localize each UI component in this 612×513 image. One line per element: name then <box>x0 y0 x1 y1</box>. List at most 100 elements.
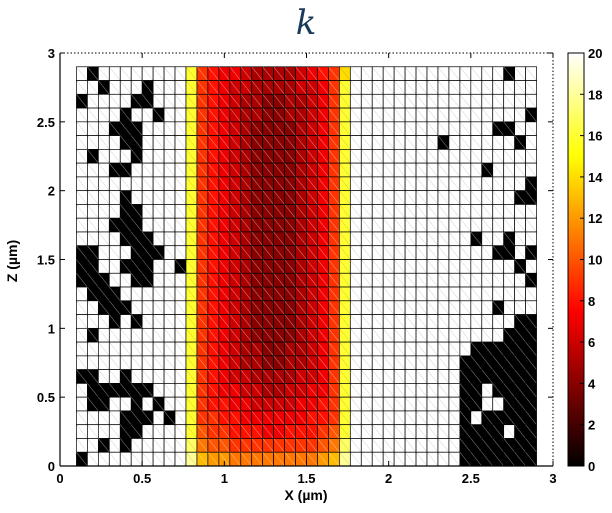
cell-diagonal <box>284 410 296 425</box>
cell-diagonal <box>98 328 110 343</box>
cell-diagonal <box>317 66 329 81</box>
cell-diagonal <box>371 66 384 81</box>
colorbar-tick-label: 18 <box>588 87 602 102</box>
cell-diagonal <box>98 149 110 164</box>
cell-diagonal <box>196 190 209 205</box>
cell-diagonal <box>262 190 274 205</box>
cell-diagonal <box>284 286 296 301</box>
cell-diagonal <box>163 176 176 191</box>
cell-diagonal <box>459 300 472 315</box>
cell-diagonal <box>262 135 274 150</box>
cell-diagonal <box>251 149 263 164</box>
cell-diagonal <box>459 80 472 95</box>
cell-diagonal <box>284 369 296 384</box>
cell-diagonal <box>229 314 242 329</box>
cell-diagonal <box>295 273 307 288</box>
cell-diagonal <box>371 259 384 274</box>
cell-diagonal <box>262 176 274 191</box>
cell-diagonal <box>76 231 88 246</box>
cell-diagonal <box>415 259 428 274</box>
cell-diagonal <box>361 259 373 274</box>
cell-diagonal <box>426 149 439 164</box>
cell-diagonal <box>196 273 209 288</box>
cell-diagonal <box>98 162 110 178</box>
cell-diagonal <box>251 190 263 205</box>
cell-diagonal <box>120 314 132 329</box>
cell-diagonal <box>163 341 176 357</box>
cell-diagonal <box>109 135 121 150</box>
cell-diagonal <box>404 383 417 398</box>
x-axis-label: X (µm) <box>284 487 327 503</box>
cell-diagonal <box>207 149 220 164</box>
cell-diagonal <box>437 135 450 150</box>
cell-diagonal <box>76 259 88 274</box>
cell-diagonal <box>196 135 209 150</box>
cell-diagonal <box>76 369 88 384</box>
cell-diagonal <box>262 396 274 412</box>
cell-diagonal <box>284 107 296 123</box>
cell-diagonal <box>76 438 88 453</box>
cell-diagonal <box>87 341 99 357</box>
cell-diagonal <box>404 300 417 315</box>
cell-diagonal <box>141 94 154 109</box>
cell-diagonal <box>448 176 461 191</box>
cell-diagonal <box>393 328 406 343</box>
cell-diagonal <box>328 424 340 439</box>
cell-diagonal <box>404 218 417 233</box>
cell-diagonal <box>174 300 187 315</box>
cell-diagonal <box>152 66 165 81</box>
cell-diagonal <box>207 204 220 219</box>
cell-diagonal <box>470 452 483 467</box>
cell-diagonal <box>415 80 428 95</box>
cell-diagonal <box>361 396 373 412</box>
cell-diagonal <box>525 135 537 150</box>
cell-diagonal <box>350 245 362 260</box>
cell-diagonal <box>196 107 209 123</box>
cell-diagonal <box>152 107 165 123</box>
cell-diagonal <box>317 190 329 205</box>
cell-diagonal <box>350 328 362 343</box>
cell-diagonal <box>251 218 263 233</box>
cell-diagonal <box>152 314 165 329</box>
cell-diagonal <box>251 107 263 123</box>
cell-diagonal <box>404 410 417 425</box>
cell-diagonal <box>350 66 362 81</box>
cell-diagonal <box>404 176 417 191</box>
cell-diagonal <box>514 190 526 205</box>
cell-diagonal <box>481 314 493 329</box>
cell-diagonal <box>525 396 537 412</box>
cell-diagonal <box>350 218 362 233</box>
cell-diagonal <box>437 190 450 205</box>
cell-diagonal <box>87 259 99 274</box>
cell-diagonal <box>426 176 439 191</box>
cell-diagonal <box>306 94 318 109</box>
cell-diagonal <box>404 107 417 123</box>
cell-diagonal <box>470 396 483 412</box>
cell-diagonal <box>120 231 132 246</box>
cell-diagonal <box>459 162 472 178</box>
cell-diagonal <box>503 149 515 164</box>
cell-diagonal <box>350 204 362 219</box>
cell-diagonal <box>218 149 231 164</box>
cell-diagonal <box>393 245 406 260</box>
cell-diagonal <box>163 369 176 384</box>
cell-diagonal <box>141 231 154 246</box>
cell-diagonal <box>262 204 274 219</box>
cell-diagonal <box>196 383 209 398</box>
cell-diagonal <box>87 369 99 384</box>
cell-diagonal <box>284 135 296 150</box>
cell-diagonal <box>262 300 274 315</box>
cell-diagonal <box>492 135 504 150</box>
cell-diagonal <box>404 190 417 205</box>
cell-diagonal <box>448 245 461 260</box>
cell-diagonal <box>98 452 110 467</box>
cell-diagonal <box>415 135 428 150</box>
cell-diagonal <box>339 328 351 343</box>
cell-diagonal <box>163 300 176 315</box>
cell-diagonal <box>437 176 450 191</box>
cell-diagonal <box>503 410 515 425</box>
cell-diagonal <box>426 204 439 219</box>
cell-diagonal <box>229 369 242 384</box>
cell-diagonal <box>350 424 362 439</box>
